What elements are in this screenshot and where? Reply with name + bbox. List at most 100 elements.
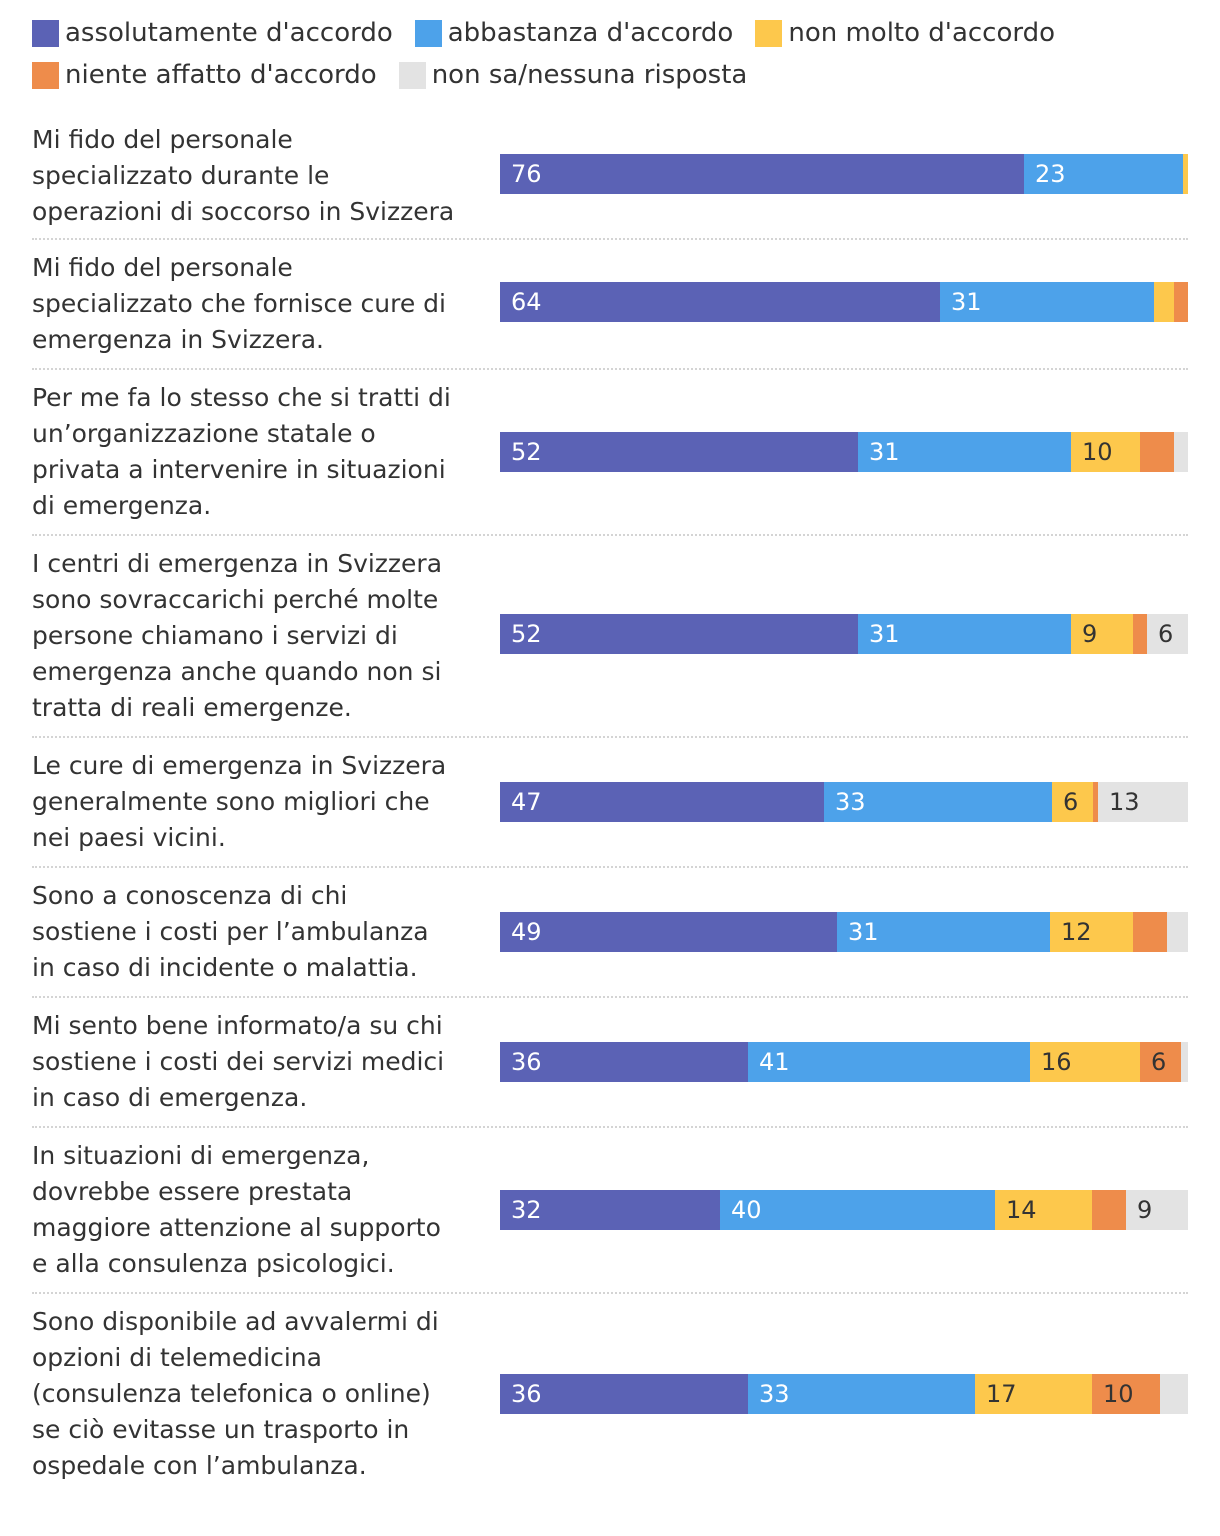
bar-segment: 17 [975, 1374, 1092, 1414]
category-label: Sono disponibile ad avvalermi di opzioni… [32, 1307, 439, 1480]
chart-legend: assolutamente d'accordo abbastanza d'acco… [32, 12, 1202, 96]
category-label: I centri di emergenza in Svizzera sono s… [32, 549, 443, 722]
bar-segment [1174, 432, 1188, 472]
data-label: 36 [511, 1380, 542, 1408]
bar-segment: 9 [1071, 614, 1133, 654]
bar-segment: 33 [824, 782, 1052, 822]
category-label: Sono a conoscenza di chi sostiene i cost… [32, 881, 429, 982]
bar-segment: 41 [748, 1042, 1030, 1082]
chart-row: Mi sento bene informato/a su chi sostien… [32, 998, 1188, 1128]
chart-row: I centri di emergenza in Svizzera sono s… [32, 536, 1188, 738]
legend-swatch [755, 19, 783, 47]
bar-segment [1133, 614, 1147, 654]
data-label: 13 [1109, 788, 1140, 816]
legend-label: abbastanza d'accordo [447, 18, 734, 48]
chart-row: Sono disponibile ad avvalermi di opzioni… [32, 1294, 1188, 1494]
data-label: 64 [511, 288, 542, 316]
category-label: In situazioni di emergenza, dovrebbe ess… [32, 1141, 441, 1278]
bar-segment: 47 [500, 782, 824, 822]
data-label: 31 [869, 438, 900, 466]
bar-segment: 36 [500, 1374, 748, 1414]
category-label: Le cure di emergenza in Svizzera general… [32, 751, 447, 852]
bar-segment: 64 [500, 282, 940, 322]
data-label: 23 [1035, 160, 1066, 188]
bar-segment: 76 [500, 154, 1024, 194]
bar-segment: 9 [1126, 1190, 1188, 1230]
data-label: 31 [848, 918, 879, 946]
category-label: Per me fa lo stesso che si tratti di un’… [32, 383, 451, 520]
bar-segment: 10 [1092, 1374, 1160, 1414]
legend-swatch [398, 61, 426, 89]
bar-segment [1154, 282, 1174, 322]
data-label: 6 [1063, 788, 1079, 816]
bar-segment: 12 [1050, 912, 1133, 952]
chart-row: Mi fido del personale specializzato dura… [32, 112, 1188, 240]
bar-segment: 32 [500, 1190, 720, 1230]
stacked-bar: 49 31 12 [500, 912, 1188, 952]
bar-segment [1167, 912, 1188, 952]
data-label: 52 [511, 438, 542, 466]
stacked-bar-chart: Mi fido del personale specializzato dura… [32, 112, 1188, 1494]
legend-item: abbastanza d'accordo [414, 18, 734, 48]
legend-item: niente affatto d'accordo [32, 60, 377, 90]
stacked-bar: 52 31 10 [500, 432, 1188, 472]
bar-segment: 31 [858, 614, 1071, 654]
legend-label: niente affatto d'accordo [65, 60, 377, 90]
legend-item: assolutamente d'accordo [32, 18, 393, 48]
data-label: 41 [759, 1048, 790, 1076]
chart-row: Le cure di emergenza in Svizzera general… [32, 738, 1188, 868]
data-label: 33 [835, 788, 866, 816]
bar-segment [1092, 1190, 1126, 1230]
bar-segment: 31 [858, 432, 1071, 472]
data-label: 40 [731, 1196, 762, 1224]
bar-segment [1174, 282, 1188, 322]
chart-row: Per me fa lo stesso che si tratti di un’… [32, 370, 1188, 536]
data-label: 52 [511, 620, 542, 648]
chart-row: Mi fido del personale specializzato che … [32, 240, 1188, 370]
stacked-bar: 36 33 17 10 [500, 1374, 1188, 1414]
legend-label: assolutamente d'accordo [65, 18, 393, 48]
data-label: 6 [1151, 1048, 1167, 1076]
bar-segment [1160, 1374, 1188, 1414]
stacked-bar: 36 41 16 6 [500, 1042, 1188, 1082]
stacked-bar: 47 33 6 13 [500, 782, 1188, 822]
bar-segment [1140, 432, 1174, 472]
data-label: 10 [1082, 438, 1113, 466]
category-label: Mi fido del personale specializzato che … [32, 253, 446, 354]
chart-row: In situazioni di emergenza, dovrebbe ess… [32, 1128, 1188, 1294]
bar-segment: 52 [500, 614, 858, 654]
category-label: Mi fido del personale specializzato dura… [32, 125, 455, 226]
data-label: 17 [986, 1380, 1017, 1408]
legend-swatch [32, 19, 59, 47]
bar-segment: 6 [1147, 614, 1188, 654]
bar-segment: 33 [748, 1374, 975, 1414]
data-label: 36 [511, 1048, 542, 1076]
bar-segment: 6 [1140, 1042, 1181, 1082]
bar-segment [1133, 912, 1167, 952]
chart-row: Sono a conoscenza di chi sostiene i cost… [32, 868, 1188, 998]
stacked-bar: 52 31 9 6 [500, 614, 1188, 654]
data-label: 32 [511, 1196, 542, 1224]
data-label: 47 [511, 788, 542, 816]
bar-segment: 13 [1098, 782, 1188, 822]
bar-segment: 14 [995, 1190, 1092, 1230]
bar-segment [1093, 782, 1098, 822]
data-label: 33 [759, 1380, 790, 1408]
category-label: Mi sento bene informato/a su chi sostien… [32, 1011, 445, 1112]
legend-swatch [32, 61, 59, 89]
legend-row: assolutamente d'accordo abbastanza d'acco… [32, 12, 1202, 54]
bar-segment: 36 [500, 1042, 748, 1082]
data-label: 9 [1137, 1196, 1153, 1224]
legend-label: non molto d'accordo [788, 18, 1056, 48]
data-label: 76 [511, 160, 542, 188]
data-label: 31 [869, 620, 900, 648]
bar-segment: 52 [500, 432, 858, 472]
legend-row: niente affatto d'accordo non sa/nessuna r… [32, 54, 1202, 96]
legend-swatch [414, 19, 442, 47]
data-label: 6 [1158, 620, 1174, 648]
data-label: 16 [1041, 1048, 1072, 1076]
bar-segment: 40 [720, 1190, 995, 1230]
stacked-bar: 64 31 [500, 282, 1188, 322]
legend-label: non sa/nessuna risposta [431, 60, 748, 90]
data-label: 9 [1082, 620, 1098, 648]
